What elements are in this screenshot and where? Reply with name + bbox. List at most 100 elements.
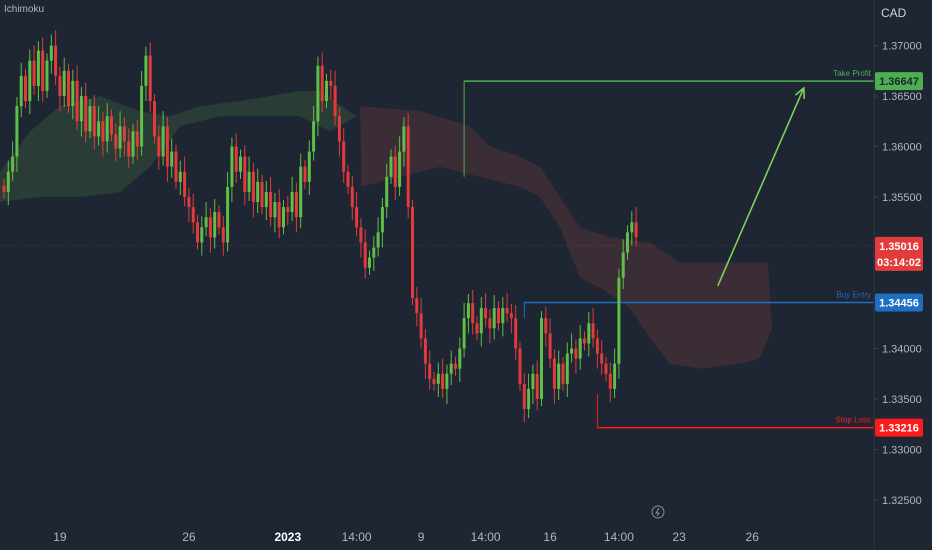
candle-down [454, 363, 457, 369]
candle-down [84, 96, 88, 132]
candle-up [565, 353, 569, 384]
candle-up [299, 166, 303, 218]
candle-down [475, 323, 479, 334]
price-tick-label: 1.32500 [882, 495, 922, 507]
candle-down [196, 222, 199, 243]
indicator-label[interactable]: Ichimoku [4, 4, 45, 15]
candle-down [54, 45, 58, 76]
candle-down [122, 126, 126, 142]
candle-up [213, 212, 217, 238]
arrow-head [794, 86, 806, 99]
candle-up [445, 373, 449, 389]
candle-up [368, 257, 371, 268]
time-tick-label: 14:00 [604, 530, 634, 544]
price-tick-label: 1.33000 [882, 445, 922, 457]
time-tick-label: 19 [53, 530, 67, 544]
candle-down [174, 151, 178, 182]
candle-down [608, 373, 612, 389]
candle-down [208, 217, 212, 238]
candle-down [346, 171, 350, 187]
candle-down [428, 363, 432, 379]
candle-up [45, 60, 49, 91]
candle-up [527, 388, 531, 410]
candle-down [342, 141, 346, 172]
candle-up [239, 156, 242, 172]
candle-up [36, 50, 40, 86]
candle-up [79, 96, 83, 122]
candle-down [561, 363, 565, 384]
candle-down [505, 308, 509, 314]
countdown-text: 03:14:02 [877, 257, 921, 269]
candle-up [492, 308, 496, 329]
candle-down [471, 303, 475, 324]
candle-down [135, 131, 139, 147]
candle-up [97, 121, 101, 137]
time-tick-label: 14:00 [471, 530, 501, 544]
price-tick-label: 1.35500 [882, 192, 922, 204]
candle-up [389, 156, 393, 177]
candle-up [621, 252, 625, 278]
candle-down [294, 191, 298, 218]
candle-up [540, 318, 543, 399]
candle-up [630, 222, 634, 233]
candle-up [11, 156, 15, 172]
level-price-text: 1.36647 [879, 76, 919, 88]
candle-down [514, 318, 518, 349]
candle-up [105, 116, 109, 142]
candle-up [398, 151, 402, 187]
candle-down [165, 126, 169, 167]
candle-up [312, 121, 316, 152]
candle-up [436, 373, 440, 384]
candle-up [316, 65, 320, 122]
candle-down [509, 313, 513, 319]
level-price-box [875, 72, 923, 91]
candle-up [230, 146, 234, 187]
level-label: Take Profit [833, 69, 872, 78]
candle-down [217, 212, 221, 228]
candle-up [131, 131, 135, 157]
price-tick-label: 1.37000 [882, 41, 922, 53]
candle-down [234, 146, 238, 172]
candle-down [583, 338, 586, 344]
candle-down [127, 141, 131, 157]
candle-down [303, 166, 307, 182]
replay-icon[interactable] [651, 505, 665, 519]
candle-up [372, 247, 376, 258]
candle-down [114, 134, 118, 149]
trade-levels: Take Profit Buy Entry Stop Loss [0, 69, 874, 429]
candle-down [600, 353, 604, 364]
candle-down [24, 75, 27, 102]
candle-down [329, 80, 333, 86]
candle-down [484, 308, 488, 319]
candle-up [200, 227, 204, 243]
candle-down [183, 171, 187, 197]
candle-up [144, 55, 148, 86]
time-tick-label: 26 [746, 530, 760, 544]
candle-down [337, 116, 341, 142]
candle-down [393, 156, 397, 187]
price-tick-label: 1.34000 [882, 344, 922, 356]
candle-up [462, 318, 466, 349]
candle-up [466, 303, 470, 319]
candle-down [548, 333, 552, 359]
time-axis: 19 26 2023 14:00 9 14:00 16 14:00 23 26 [53, 530, 759, 544]
candle-down [522, 383, 526, 410]
candle-down [359, 227, 363, 243]
candle-up [282, 207, 285, 228]
candle-up [617, 277, 621, 364]
candle-down [604, 363, 608, 374]
candle-down [32, 60, 36, 86]
candle-up [178, 171, 182, 182]
candle-down [41, 50, 45, 91]
candle-down [148, 55, 152, 102]
arrow-shaft [717, 87, 805, 287]
candle-up [531, 373, 535, 389]
candlesticks [2, 30, 638, 423]
candle-up [479, 308, 483, 334]
candle-up [264, 191, 268, 208]
price-boxes: 1.36647 1.34456 1.33216 1.35016 03:14:02 [875, 72, 923, 437]
candle-up [6, 171, 10, 192]
candle-up [247, 171, 251, 192]
